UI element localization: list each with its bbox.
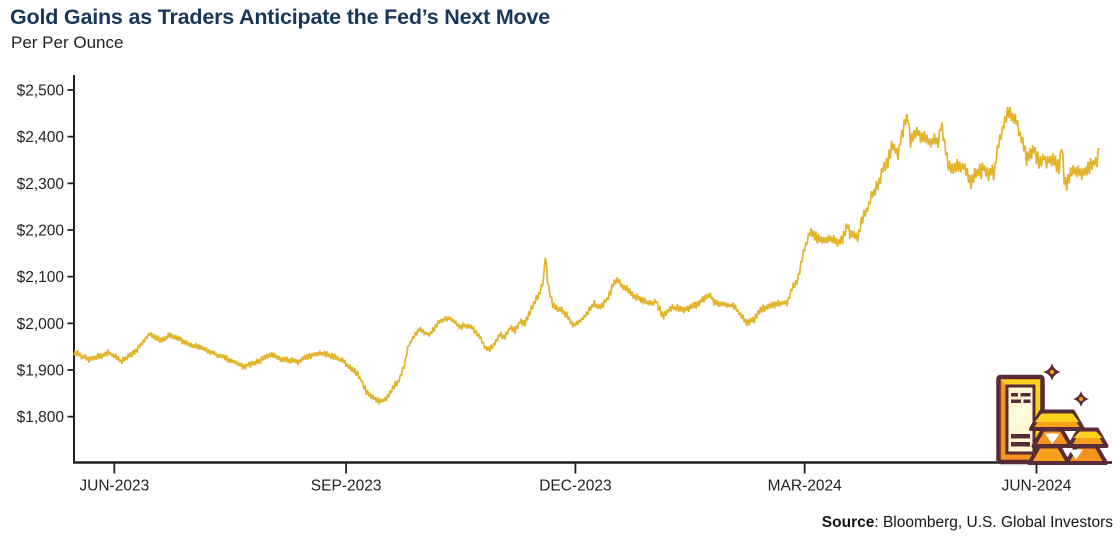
chart-subtitle: Per Per Ounce (11, 33, 124, 52)
gold-bars-icon (996, 363, 1109, 465)
x-axis-label: JUN-2023 (79, 478, 149, 495)
y-axis-label: $2,500 (17, 83, 65, 100)
y-axis-label: $2,000 (17, 316, 65, 333)
gold-ingot-stack (1027, 409, 1109, 465)
y-axis-label: $2,200 (17, 223, 65, 240)
y-axis-label: $2,400 (17, 129, 65, 146)
y-axis-label: $1,800 (17, 409, 65, 426)
sparkle-icon (1073, 391, 1089, 407)
y-axis-label: $1,900 (17, 363, 65, 380)
sparkle-icon (1043, 363, 1061, 381)
x-axis-label: MAR-2024 (768, 478, 842, 495)
page-title: Gold Gains as Traders Anticipate the Fed… (10, 5, 550, 29)
source-text: : Bloomberg, U.S. Global Investors (874, 514, 1113, 531)
y-axis-label: $2,100 (17, 269, 65, 286)
source-credit: Source: Bloomberg, U.S. Global Investors (822, 514, 1113, 532)
x-axis-label: SEP-2023 (311, 478, 382, 495)
x-axis-label: DEC-2023 (539, 478, 611, 495)
y-axis-label: $2,300 (17, 176, 65, 193)
source-label: Source (821, 514, 875, 531)
gold-bar-upright (996, 374, 1045, 465)
gold-price-line (73, 106, 1101, 405)
x-axis-label: JUN-2024 (1002, 478, 1072, 495)
